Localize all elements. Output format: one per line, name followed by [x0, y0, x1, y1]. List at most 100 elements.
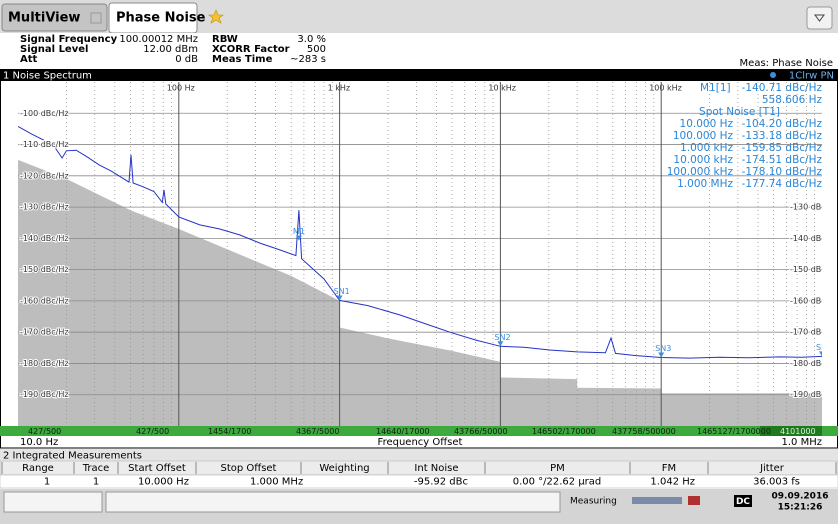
marker-label: SN3	[655, 344, 671, 353]
status-state: Measuring	[570, 497, 617, 507]
measurement-name: Meas: Phase Noise	[740, 58, 833, 69]
plot: -130 dBc -140 dBc -150 dBc -160 dBc -170 dBc…	[18, 82, 827, 426]
table-cell: 10.000 Hz	[138, 477, 189, 488]
trace	[18, 125, 822, 359]
new-tab-icon[interactable]	[208, 9, 224, 24]
table-cell: 36.003 fs	[753, 477, 800, 488]
chart-title: 1 Noise Spectrum	[3, 71, 92, 82]
column-header: Jitter	[759, 463, 785, 474]
marker	[658, 352, 665, 358]
x-axis-label: Frequency Offset	[378, 437, 463, 448]
spot-level: -177.74 dBc/Hz	[742, 178, 823, 190]
legend-dot	[770, 72, 776, 78]
table-title: 2 Integrated Measurements	[3, 451, 142, 462]
y-tick-label-right: -140 dBc	[790, 234, 826, 243]
y-tick-label: -160 dBc/Hz	[20, 296, 69, 305]
column-header: PM	[550, 463, 565, 474]
marker-label: SN2	[494, 333, 510, 342]
marker-level: -140.71 dBc/Hz	[742, 82, 823, 94]
range-label: 427/500	[136, 427, 169, 436]
status-date: 09.09.2016	[772, 492, 829, 502]
range-label: 43766/50000	[454, 427, 508, 436]
range-label: 14640/17000	[376, 427, 430, 436]
setting-value: ~283 s	[290, 54, 326, 65]
table-cell: 1	[44, 477, 50, 488]
table-cell: 1	[93, 477, 99, 488]
x-start-label: 10.0 Hz	[20, 437, 58, 448]
y-tick-label: -190 dBc/Hz	[20, 390, 69, 399]
tab[interactable]	[1, 3, 108, 32]
spot-offset: 1.000 MHz	[677, 178, 733, 190]
marker-label: SN1	[334, 287, 350, 296]
status-time: 15:21:26	[778, 503, 823, 513]
info-panel	[0, 33, 838, 69]
table: Range Trace Start Offset Stop Offset Weighti…	[1, 462, 837, 488]
y-tick-label: -130 dBc/Hz	[20, 203, 69, 212]
x-tick-label: 10 kHz	[488, 84, 516, 93]
setting-value: 3.0 %	[297, 34, 326, 45]
status-field	[105, 491, 561, 513]
column-header: Trace	[82, 463, 110, 474]
y-tick-label: -150 dBc/Hz	[20, 265, 69, 274]
setting-label: XCORR Factor	[212, 44, 290, 55]
spot-noise-title: Spot Noise [T1]	[699, 106, 780, 118]
setting-label: Signal Frequency	[20, 34, 118, 45]
spot-offset: 10.000 Hz	[680, 118, 734, 130]
range-label: 4101000	[780, 427, 816, 436]
plot-area: -130 dBc -140 dBc -150 dBc -160 dBc -170 dBc…	[18, 82, 827, 426]
column-header: Weighting	[319, 463, 369, 474]
spot-level: -174.51 dBc/Hz	[742, 154, 823, 166]
tab-icon	[90, 12, 102, 24]
range-label: 146502/170000	[532, 427, 596, 436]
menu-button[interactable]	[806, 6, 833, 30]
spot-offset: 10.000 kHz	[673, 154, 733, 166]
tab-label[interactable]: MultiView	[8, 11, 80, 26]
range-labels: 427/500 427/500 1454/1700 4367/5000 14640/17…	[28, 427, 816, 436]
spot-offset: 100.000 kHz	[667, 166, 734, 178]
legend-label: 1Clrw PN	[789, 71, 834, 82]
marker-name: M1[1]	[700, 82, 731, 94]
y-tick-label: -140 dBc/Hz	[20, 234, 69, 243]
status-field	[3, 491, 103, 513]
y-tick-label-right: -170 dBc	[790, 328, 826, 337]
spot-level: -133.18 dBc/Hz	[742, 130, 823, 142]
status-badge-label: DC	[736, 497, 750, 507]
column-header: FM	[662, 463, 676, 474]
marker	[295, 235, 302, 241]
marker	[336, 295, 343, 301]
x-tick-label: 1 kHz	[328, 84, 350, 93]
range-label: 427/500	[28, 427, 61, 436]
table-cell: 1.042 Hz	[650, 477, 695, 488]
table-cell: 0.00 °/22.62 µrad	[513, 477, 602, 488]
x-stop-label: 1.0 MHz	[782, 437, 822, 448]
setting-label: RBW	[212, 34, 238, 45]
table-row	[0, 474, 838, 489]
setting-value: 100.00012 MHz	[119, 34, 198, 45]
status-badge	[734, 495, 752, 507]
spot-level: -159.85 dBc/Hz	[742, 142, 823, 154]
column-header: Range	[22, 463, 54, 474]
setting-label: Signal Level	[20, 44, 88, 55]
y-tick-label-right: -190 dBc	[790, 390, 826, 399]
x-tick-label: 100 Hz	[167, 84, 195, 93]
setting-label: Meas Time	[212, 54, 273, 65]
chart-header	[0, 69, 838, 81]
spot-offset: 1.000 kHz	[680, 142, 733, 154]
setting-value: 12.00 dBm	[143, 44, 198, 55]
tab-label[interactable]: Phase Noise	[116, 11, 206, 26]
marker-label: M1	[293, 227, 305, 236]
y-tick-label-right: -150 dBc	[790, 265, 826, 274]
y-tick-label-right: -180 dBc	[790, 359, 826, 368]
table-header-bar	[0, 449, 838, 461]
y-tick-label: -120 dBc/Hz	[20, 171, 69, 180]
column-header: Stop Offset	[221, 463, 277, 474]
menu-icon	[814, 14, 825, 22]
setting-label: Att	[20, 54, 38, 65]
range-label: 1454/1700	[208, 427, 251, 436]
marker	[497, 341, 504, 347]
y-tick-label: -170 dBc/Hz	[20, 328, 69, 337]
marker-label: SN	[816, 343, 827, 352]
range-label: 4367/5000	[296, 427, 339, 436]
spot-level: -104.20 dBc/Hz	[742, 118, 823, 130]
